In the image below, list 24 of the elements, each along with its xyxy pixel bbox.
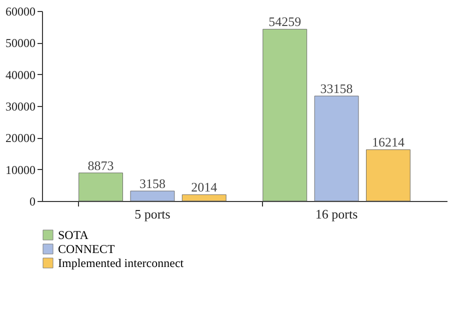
bar xyxy=(130,190,175,202)
y-tick-label: 40000 xyxy=(6,68,36,82)
legend-label: Implemented interconnect xyxy=(58,256,184,270)
data-label: 3158 xyxy=(139,176,166,191)
legend-label: SOTA xyxy=(58,228,89,242)
legend-label: CONNECT xyxy=(58,242,116,256)
y-tick-label: 0 xyxy=(30,194,36,208)
data-label: 54259 xyxy=(268,14,302,30)
bar xyxy=(366,149,410,202)
y-tick-label: 30000 xyxy=(6,100,36,114)
x-tick-label: 5 ports xyxy=(134,206,170,222)
y-tick-label: 10000 xyxy=(6,162,36,177)
bar xyxy=(314,96,359,202)
bar xyxy=(182,194,226,202)
data-label: 33158 xyxy=(320,81,353,96)
data-label: 2014 xyxy=(191,180,218,195)
data-label: 8873 xyxy=(88,158,114,173)
y-tick-label: 60000 xyxy=(6,4,36,18)
bar xyxy=(262,28,308,202)
bar xyxy=(78,172,123,202)
data-label: 16214 xyxy=(372,134,405,150)
y-tick-label: 50000 xyxy=(6,36,36,50)
y-tick-label: 20000 xyxy=(6,131,36,146)
x-tick-label: 16 ports xyxy=(315,206,358,222)
